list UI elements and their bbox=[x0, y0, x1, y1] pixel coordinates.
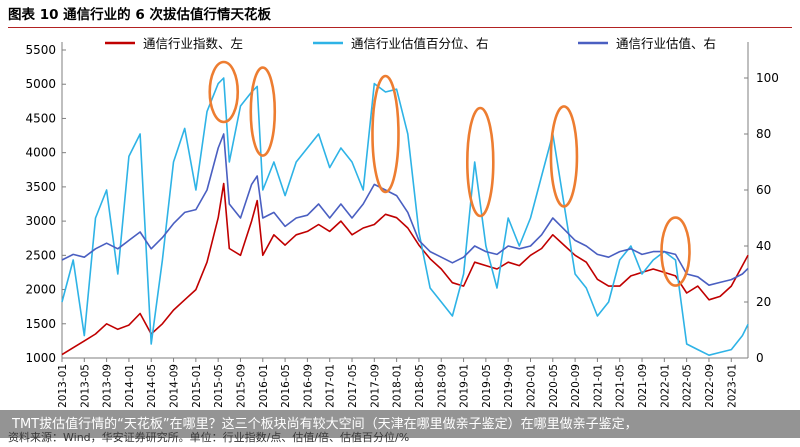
x-tick-label: 2013-01 bbox=[57, 364, 69, 408]
y-right-tick-label: 40 bbox=[756, 239, 771, 253]
y-left-tick-label: 3500 bbox=[25, 180, 56, 194]
y-left-tick-label: 2000 bbox=[25, 283, 56, 297]
legend-label-percentile: 通信行业估值百分位、右 bbox=[351, 36, 489, 51]
y-right-tick-label: 100 bbox=[756, 71, 779, 85]
x-tick-label: 2018-01 bbox=[392, 364, 404, 408]
x-tick-label: 2022-01 bbox=[659, 364, 671, 408]
x-tick-label: 2019-05 bbox=[481, 364, 493, 408]
x-tick-label: 2022-09 bbox=[704, 364, 716, 408]
x-tick-label: 2019-01 bbox=[459, 364, 471, 408]
x-tick-label: 2017-05 bbox=[347, 364, 359, 408]
caption-text: TMT拔估值行情的“天花板”在哪里？这三个板块尚有较大空间（天津在哪里做亲子鉴定… bbox=[12, 417, 638, 432]
x-tick-label: 2020-09 bbox=[570, 364, 582, 408]
chart-highlights bbox=[208, 60, 691, 287]
series-line-valuation bbox=[61, 133, 749, 286]
y-left-tick-label: 2500 bbox=[25, 248, 56, 262]
y-right-tick-label: 20 bbox=[756, 295, 771, 309]
x-tick-label: 2019-09 bbox=[503, 364, 515, 408]
series-line-percentile bbox=[61, 77, 749, 356]
highlight-ellipse bbox=[465, 106, 495, 218]
x-tick-label: 2017-09 bbox=[369, 364, 381, 408]
chart-tick-labels: 1000150020002500300035004000450050005500… bbox=[25, 43, 778, 408]
highlight-ellipse bbox=[371, 74, 400, 194]
x-tick-label: 2021-09 bbox=[637, 364, 649, 408]
x-tick-label: 2015-01 bbox=[191, 364, 203, 408]
x-tick-label: 2014-09 bbox=[169, 364, 181, 408]
x-tick-label: 2016-05 bbox=[280, 364, 292, 408]
y-left-tick-label: 4000 bbox=[25, 146, 56, 160]
chart-axes bbox=[61, 42, 749, 362]
chart-legend: 通信行业指数、左 通信行业估值百分位、右 通信行业估值、右 bbox=[105, 36, 716, 51]
y-left-tick-label: 1500 bbox=[25, 317, 56, 331]
x-tick-label: 2018-05 bbox=[414, 364, 426, 408]
y-left-tick-label: 1000 bbox=[25, 351, 56, 365]
x-tick-label: 2020-05 bbox=[548, 364, 560, 408]
legend-label-index: 通信行业指数、左 bbox=[143, 36, 243, 51]
series-line-index bbox=[61, 182, 749, 356]
x-tick-label: 2014-01 bbox=[124, 364, 136, 408]
x-tick-label: 2014-05 bbox=[146, 364, 158, 408]
y-right-tick-label: 80 bbox=[756, 127, 771, 141]
x-tick-label: 2017-01 bbox=[325, 364, 337, 408]
x-tick-label: 2016-01 bbox=[258, 364, 270, 408]
y-left-tick-label: 5500 bbox=[25, 43, 56, 57]
title-divider bbox=[8, 27, 792, 28]
x-tick-label: 2013-09 bbox=[102, 364, 114, 408]
figure-title: 图表 10 通信行业的 6 次拔估值行情天花板 bbox=[8, 7, 271, 23]
x-tick-label: 2020-01 bbox=[525, 364, 537, 408]
highlight-ellipse bbox=[549, 105, 579, 208]
x-tick-label: 2021-05 bbox=[615, 364, 627, 408]
x-tick-label: 2015-09 bbox=[235, 364, 247, 408]
legend-label-valuation: 通信行业估值、右 bbox=[616, 36, 716, 51]
x-tick-label: 2018-09 bbox=[436, 364, 448, 408]
x-tick-label: 2022-05 bbox=[682, 364, 694, 408]
x-tick-label: 2015-05 bbox=[213, 364, 225, 408]
caption-overlay bbox=[0, 410, 800, 438]
y-left-tick-label: 3000 bbox=[25, 214, 56, 228]
x-tick-label: 2013-05 bbox=[79, 364, 91, 408]
y-right-tick-label: 0 bbox=[756, 351, 764, 365]
chart-series bbox=[61, 77, 749, 356]
highlight-ellipse bbox=[249, 66, 277, 157]
highlight-ellipse bbox=[660, 216, 691, 287]
x-tick-label: 2023-01 bbox=[726, 364, 738, 408]
x-tick-label: 2021-01 bbox=[592, 364, 604, 408]
highlight-ellipse bbox=[208, 60, 240, 124]
y-right-tick-label: 60 bbox=[756, 183, 771, 197]
y-left-tick-label: 4500 bbox=[25, 111, 56, 125]
x-tick-label: 2016-09 bbox=[302, 364, 314, 408]
y-left-tick-label: 5000 bbox=[25, 77, 56, 91]
